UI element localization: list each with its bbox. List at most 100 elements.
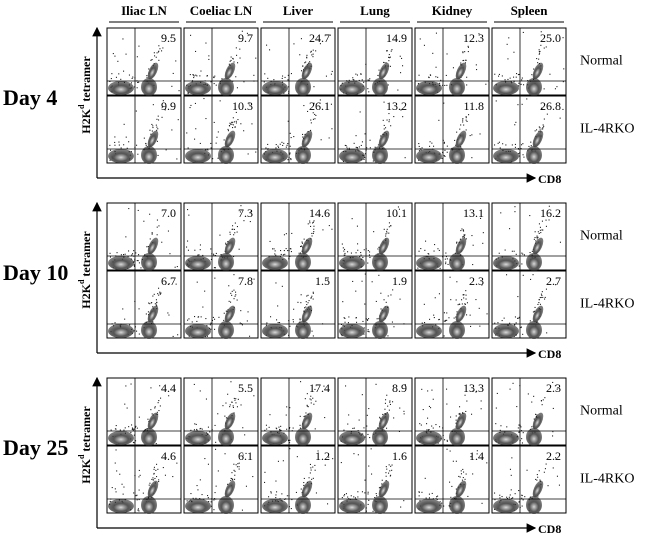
cell-dot (542, 128, 544, 130)
cell-dot (229, 233, 231, 235)
cell-dot (145, 144, 147, 146)
cell-dot (368, 408, 370, 410)
cell-dot (439, 82, 441, 84)
cell-dot (437, 248, 439, 250)
y-axis-label-sup: d (77, 104, 86, 109)
cell-cluster (416, 256, 442, 270)
cell-dot (303, 105, 305, 107)
cell-dot (194, 102, 196, 104)
cell-dot (463, 236, 465, 238)
cell-dot (312, 477, 314, 479)
cell-dot (427, 390, 429, 392)
cell-dot (443, 335, 445, 337)
cell-dot (438, 119, 440, 121)
cell-dot (304, 398, 306, 400)
cell-dot (367, 491, 369, 493)
cell-dot (177, 334, 179, 336)
cell-dot (164, 474, 166, 476)
cell-dot (393, 417, 395, 419)
cell-dot (355, 135, 357, 137)
cell-dot (444, 439, 446, 441)
cell-dot (110, 78, 112, 80)
cell-dot (168, 314, 170, 316)
cell-dot (431, 492, 433, 494)
cell-dot (205, 398, 207, 400)
cell-dot (135, 495, 137, 497)
cell-dot (512, 497, 514, 499)
cell-dot (312, 112, 314, 114)
cell-dot (463, 124, 465, 126)
cell-dot (518, 501, 520, 503)
cell-dot (312, 291, 314, 293)
cell-dot (154, 407, 156, 409)
cell-dot (469, 314, 471, 316)
cell-dot (356, 321, 358, 323)
cell-dot (154, 406, 156, 408)
cell-dot (177, 119, 179, 121)
x-axis-label: CD8 (538, 522, 561, 533)
cell-dot (428, 253, 430, 255)
cell-dot (443, 141, 445, 143)
cell-dot (150, 387, 152, 389)
cell-dot (227, 393, 229, 395)
cell-dot (218, 316, 220, 318)
flow-panel: 7.0 (106, 202, 182, 271)
cell-dot (444, 258, 446, 260)
percentage-label: 9.9 (161, 99, 176, 113)
cell-dot (446, 312, 448, 314)
cell-dot (266, 322, 268, 324)
cell-dot (165, 149, 167, 151)
percentage-label: 1.6 (392, 449, 407, 463)
cell-dot (311, 295, 313, 297)
cell-dot (239, 211, 241, 213)
cell-cluster (416, 431, 442, 445)
cell-dot (494, 492, 496, 494)
cell-dot (231, 294, 233, 296)
cell-dot (285, 146, 287, 148)
cell-dot (446, 403, 448, 405)
cell-dot (390, 225, 392, 227)
cell-dot (283, 142, 285, 144)
cell-dot (533, 418, 535, 420)
cell-dot (160, 397, 162, 399)
cell-dot (418, 491, 420, 493)
cell-dot (235, 294, 237, 296)
cell-dot (367, 330, 369, 332)
cell-dot (228, 63, 230, 65)
cell-cluster (224, 412, 236, 430)
cell-dot (310, 399, 312, 401)
cell-dot (545, 225, 547, 227)
cell-dot (345, 385, 347, 387)
cell-dot (446, 145, 448, 147)
cell-dot (455, 299, 457, 301)
cell-dot (501, 496, 503, 498)
cell-dot (215, 84, 217, 86)
cell-dot (390, 125, 392, 127)
cell-dot (439, 501, 441, 503)
cell-dot (486, 462, 488, 464)
cell-dot (229, 406, 231, 408)
cell-dot (344, 144, 346, 146)
cell-dot (312, 221, 314, 223)
cell-dot (172, 72, 174, 74)
cell-dot (208, 501, 210, 503)
cell-dot (242, 427, 244, 429)
cell-dot (341, 335, 343, 337)
cell-dot (171, 129, 173, 131)
cell-dot (535, 413, 537, 415)
cell-dot (312, 232, 314, 234)
cell-dot (510, 474, 512, 476)
cell-dot (499, 494, 501, 496)
cell-dot (362, 320, 364, 322)
cell-dot (536, 129, 538, 131)
cell-dot (385, 127, 387, 129)
cell-dot (556, 475, 558, 477)
cell-dot (399, 55, 401, 57)
cell-dot (235, 47, 237, 49)
cell-dot (342, 160, 344, 162)
cell-dot (315, 50, 317, 52)
cell-dot (508, 37, 510, 39)
cell-cluster (372, 428, 388, 446)
cell-dot (143, 220, 145, 222)
cell-dot (387, 295, 389, 297)
